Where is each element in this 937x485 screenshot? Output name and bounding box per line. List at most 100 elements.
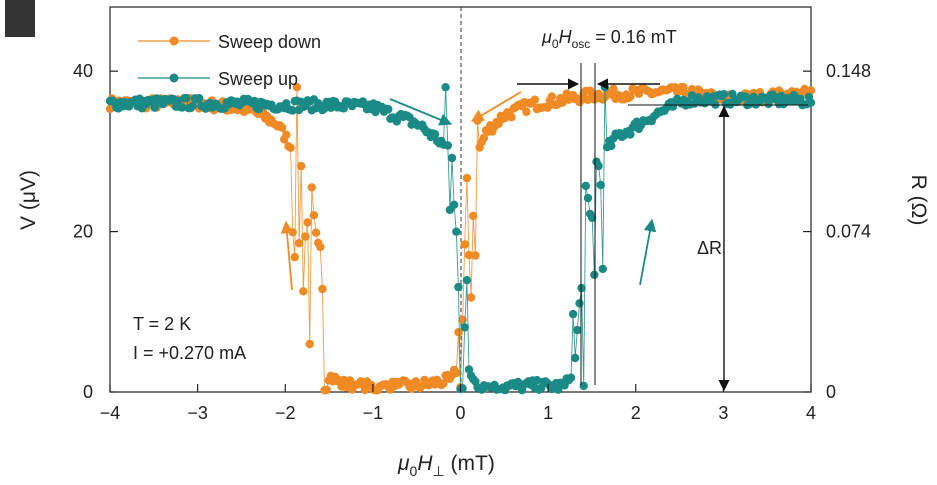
data-point xyxy=(460,240,469,249)
series-sweep-up xyxy=(105,83,816,395)
legend-marker-sweep-down xyxy=(169,36,179,46)
legend-label-sweep-down: Sweep down xyxy=(218,32,321,52)
y-axis-right-title: R (Ω) xyxy=(907,175,930,226)
oscillation-annotation: μ0Hosc = 0.16 mT xyxy=(541,27,677,51)
data-point xyxy=(471,251,480,260)
data-point xyxy=(679,83,688,92)
data-point xyxy=(568,309,578,319)
data-point xyxy=(339,375,348,385)
data-point xyxy=(182,93,191,103)
data-point xyxy=(320,104,329,113)
sweep-down-arrow-left xyxy=(280,220,294,291)
sweep-down-arrow-center xyxy=(470,91,522,122)
x-tick-label: 0 xyxy=(455,403,465,423)
data-point xyxy=(447,153,457,163)
data-point xyxy=(590,270,599,279)
y-right-tick-label: 0.148 xyxy=(826,61,871,81)
x-tick-label: 3 xyxy=(718,403,728,423)
data-point xyxy=(466,293,476,302)
data-point xyxy=(460,323,469,332)
data-point xyxy=(687,91,697,100)
data-point xyxy=(303,218,312,227)
data-point xyxy=(384,105,393,114)
data-point xyxy=(609,84,618,93)
data-point xyxy=(307,183,316,192)
data-point xyxy=(806,98,816,107)
x-tick-label: 4 xyxy=(806,403,816,423)
legend-marker-sweep-up xyxy=(169,73,179,83)
data-point xyxy=(188,101,197,111)
y-right-tick-label: 0.074 xyxy=(826,222,871,242)
data-point xyxy=(547,92,556,101)
data-point xyxy=(626,92,635,101)
data-point xyxy=(178,103,187,112)
data-point xyxy=(566,373,576,382)
data-point xyxy=(288,106,297,115)
x-tick-label: −3 xyxy=(187,403,208,423)
data-point xyxy=(439,379,448,388)
x-axis-sub1: ⊥ xyxy=(432,463,444,479)
data-point xyxy=(282,130,291,139)
data-point xyxy=(250,96,259,106)
data-point xyxy=(309,211,319,220)
data-point xyxy=(430,130,440,139)
data-point xyxy=(577,283,586,293)
data-point xyxy=(598,264,607,274)
data-point xyxy=(806,86,816,95)
data-point xyxy=(443,141,452,150)
x-axis-unit: (mT) xyxy=(445,452,495,475)
data-point xyxy=(740,92,750,101)
data-point xyxy=(719,90,729,99)
legend: Sweep down Sweep up xyxy=(138,32,321,89)
x-tick-label: −4 xyxy=(100,403,121,423)
data-point xyxy=(579,381,588,391)
data-point xyxy=(764,99,773,109)
data-point xyxy=(322,385,331,395)
data-point xyxy=(311,228,321,237)
data-point xyxy=(607,141,616,151)
data-point xyxy=(449,200,459,209)
y-left-tick-label: 40 xyxy=(73,61,93,81)
data-point xyxy=(532,376,542,385)
data-point xyxy=(462,276,472,285)
x-tick-label: −2 xyxy=(275,403,296,423)
data-point xyxy=(507,113,516,122)
data-point xyxy=(441,83,450,92)
data-point xyxy=(581,181,590,191)
data-point xyxy=(452,227,461,236)
data-point xyxy=(277,123,287,132)
data-point xyxy=(594,161,603,171)
corner-panel-marker xyxy=(5,0,35,37)
x-tick-label: 2 xyxy=(631,403,641,423)
current-annotation: I = +0.270 mA xyxy=(133,343,246,363)
x-axis-mu: μ xyxy=(397,452,410,475)
data-point xyxy=(195,94,204,103)
data-point xyxy=(294,239,304,248)
data-point xyxy=(530,95,539,104)
data-point xyxy=(299,287,308,296)
data-point xyxy=(626,130,635,139)
delta-r-label: ΔR xyxy=(697,238,722,258)
data-point xyxy=(452,368,461,378)
data-point xyxy=(571,353,580,363)
data-point xyxy=(543,103,552,112)
data-point xyxy=(288,228,297,237)
data-point xyxy=(458,384,467,393)
x-tick-label: −1 xyxy=(363,403,384,423)
data-point xyxy=(469,211,478,221)
data-point xyxy=(326,103,336,113)
data-point xyxy=(464,250,474,260)
data-point xyxy=(316,242,325,252)
osc-sub: osc xyxy=(572,37,591,51)
y-right-tick-label: 0 xyxy=(826,382,836,402)
data-point xyxy=(583,193,593,203)
data-point xyxy=(292,83,302,92)
y-left-tick-label: 0 xyxy=(83,382,93,402)
data-point xyxy=(290,252,299,262)
osc-h: H xyxy=(559,27,573,47)
data-point xyxy=(318,284,327,294)
data-point xyxy=(454,282,463,292)
data-point xyxy=(479,133,489,143)
